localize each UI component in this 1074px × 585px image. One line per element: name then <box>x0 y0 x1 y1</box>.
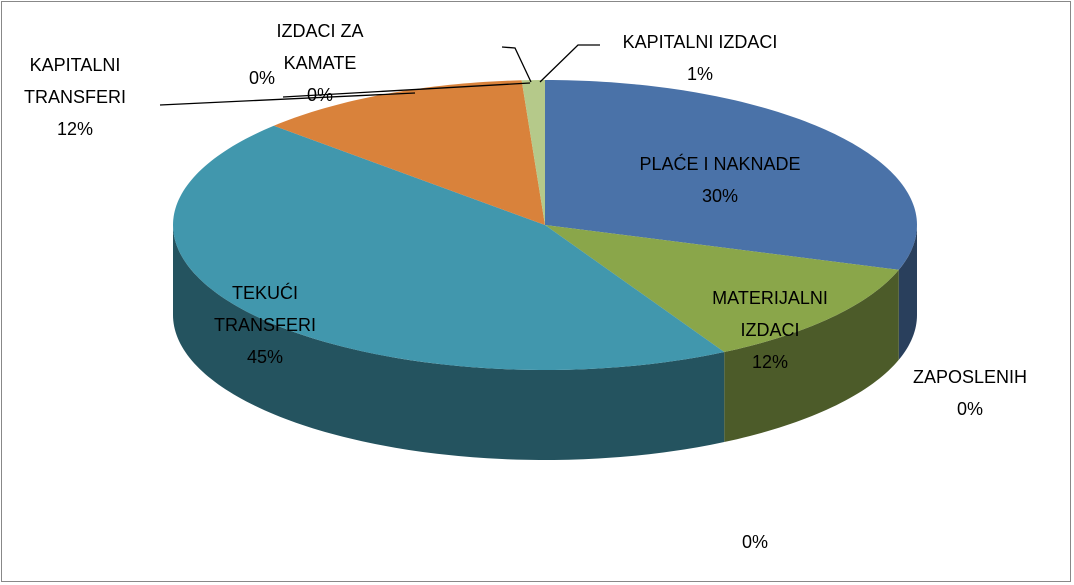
data-label: MATERIJALNI IZDACI 12% <box>695 282 845 378</box>
data-label: KAPITALNI TRANSFERI 12% <box>5 49 145 145</box>
leader-line <box>501 46 532 83</box>
data-label: ZAPOSLENIH 0% <box>905 361 1035 425</box>
value-label: 0% <box>306 85 333 105</box>
leader-line <box>159 92 416 106</box>
category-label: MATERIJALNI IZDACI <box>712 288 828 340</box>
pie-side <box>898 225 917 360</box>
value-label: 0% <box>741 532 768 552</box>
category-label: IZDACI ZA KAMATE <box>276 21 364 73</box>
value-label: 0% <box>248 68 275 88</box>
category-label: PLAĆE I NAKNADE <box>639 154 801 174</box>
pie-side <box>173 225 725 460</box>
value-label: 0% <box>956 399 983 419</box>
category-label: KAPITALNI IZDACI <box>622 32 778 52</box>
leader-line <box>539 44 600 83</box>
pie-side <box>724 269 899 443</box>
value-label: 12% <box>751 352 789 372</box>
category-label: TEKUĆI TRANSFERI <box>213 283 316 335</box>
data-label: PLAĆE I NAKNADE 30% <box>600 148 840 212</box>
data-label: KAPITALNI IZDACI 1% <box>580 26 820 90</box>
pie-slice <box>521 80 545 225</box>
pie-slice <box>545 225 899 353</box>
pie-slice <box>273 80 545 225</box>
category-label: KAPITALNI TRANSFERI <box>23 55 126 107</box>
pie-slice <box>173 125 725 371</box>
leader-lines <box>159 44 600 106</box>
data-label: 0% <box>725 526 785 558</box>
data-label: TEKUĆI TRANSFERI 45% <box>200 277 330 373</box>
value-label: 45% <box>246 347 284 367</box>
value-label: 1% <box>686 64 713 84</box>
data-label: IZDACI ZA KAMATE 0% <box>260 15 380 111</box>
category-label: ZAPOSLENIH <box>912 367 1028 387</box>
data-label: 0% <box>242 62 282 94</box>
value-label: 12% <box>56 119 94 139</box>
leader-line <box>282 82 531 98</box>
value-label: 30% <box>701 186 739 206</box>
pie-slice <box>545 80 917 270</box>
